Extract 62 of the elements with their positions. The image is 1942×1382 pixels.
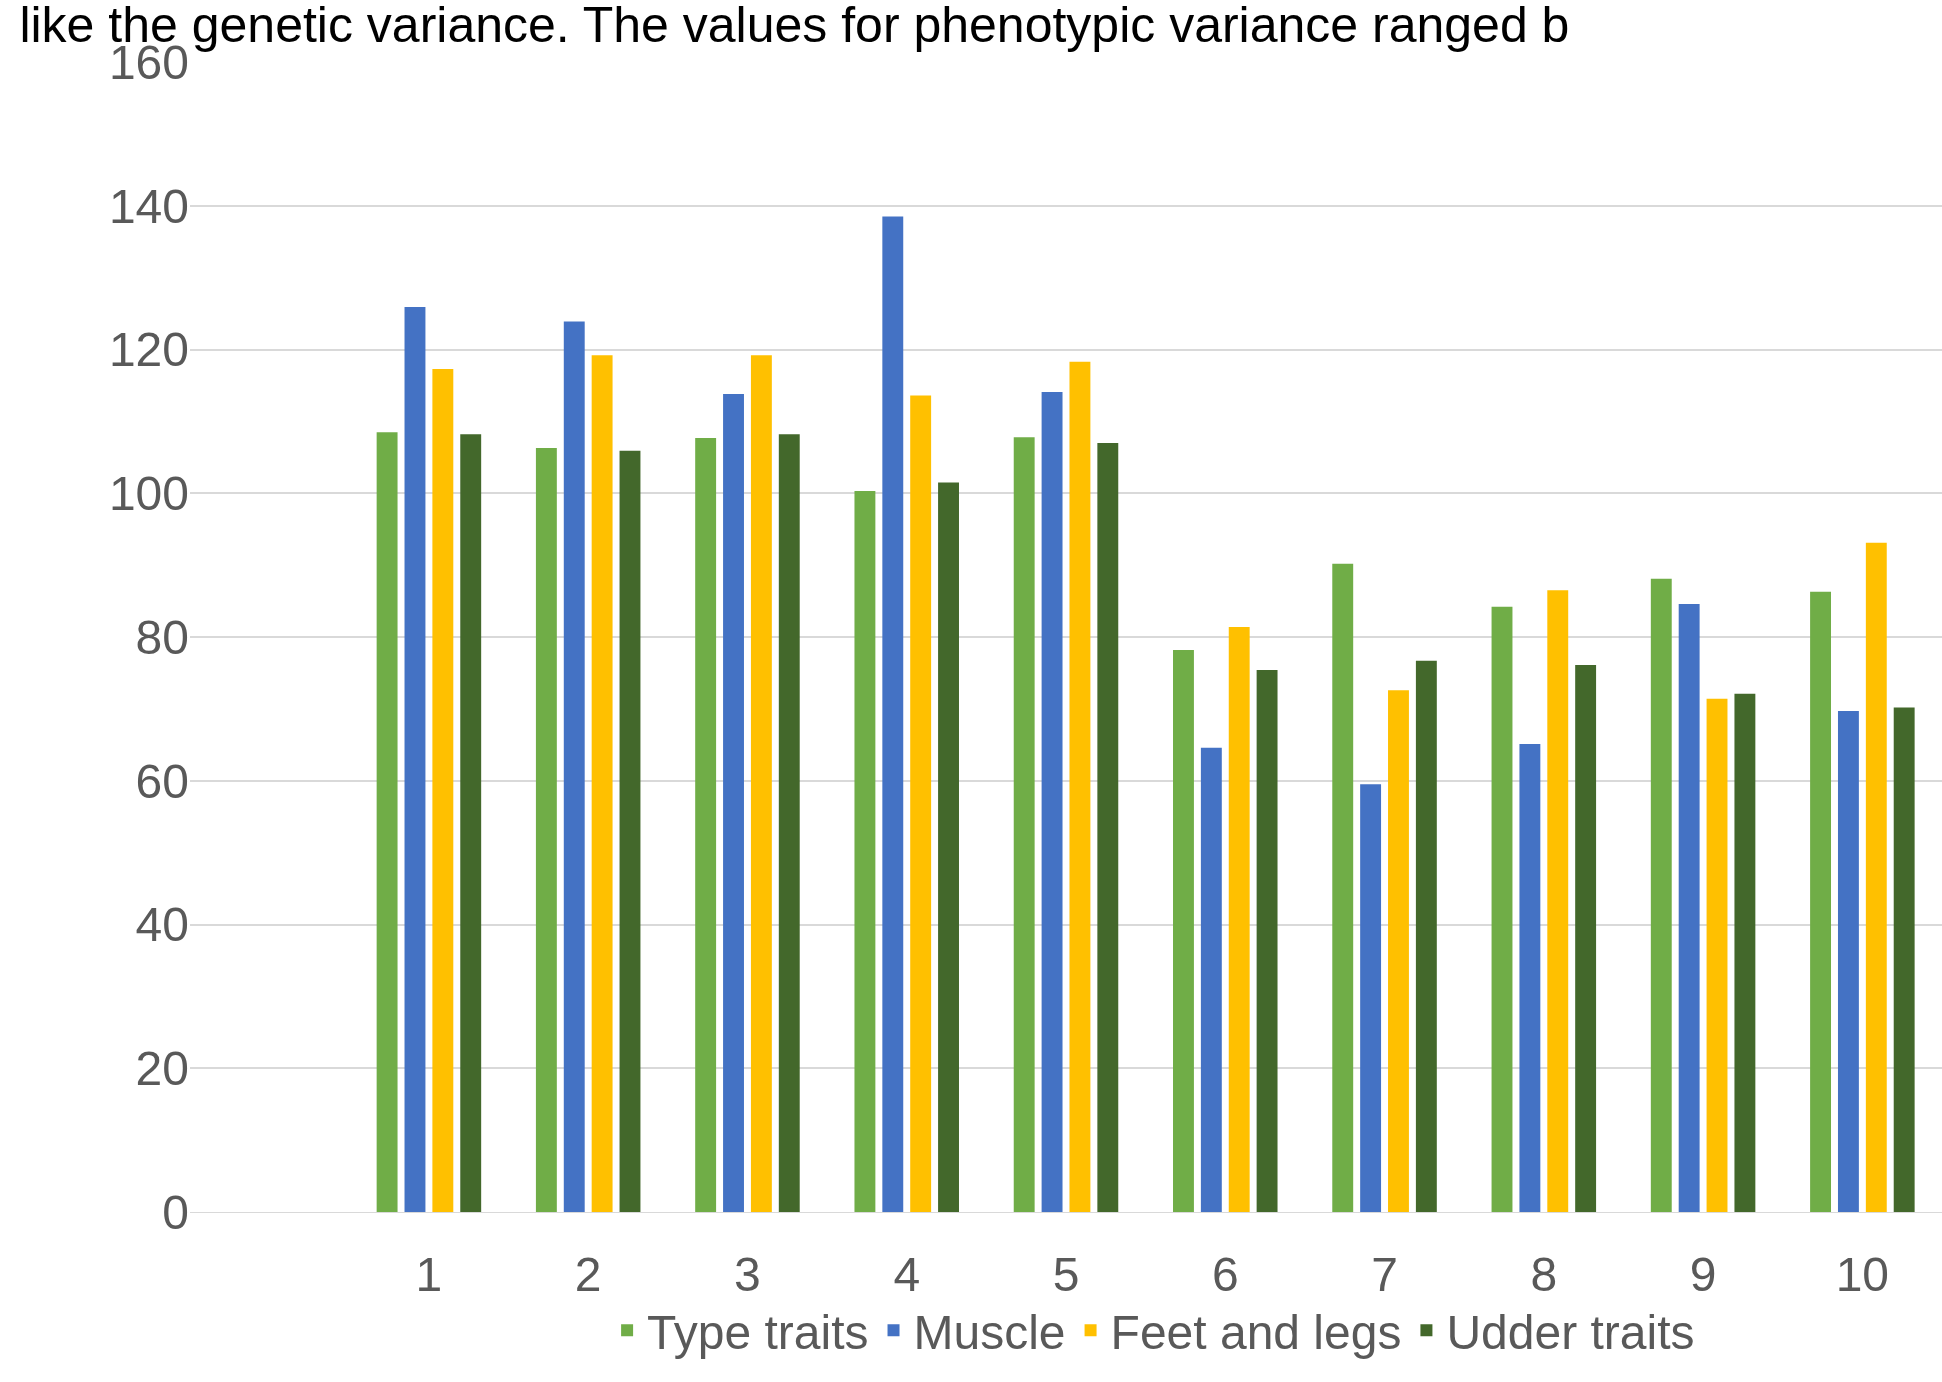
bar — [1893, 707, 1915, 1212]
x-tick-label: 5 — [1052, 1247, 1080, 1301]
y-tick-label: 20 — [135, 1042, 189, 1096]
bar — [882, 216, 904, 1212]
bar — [1097, 442, 1119, 1212]
bar — [910, 395, 932, 1212]
x-tick-label: 6 — [1211, 1247, 1239, 1301]
bar — [938, 482, 959, 1212]
bar — [404, 307, 426, 1212]
bar — [695, 437, 717, 1212]
x-tick-label: 1 — [415, 1247, 443, 1301]
bar — [1547, 590, 1569, 1212]
bar — [723, 394, 744, 1212]
y-tick-label: 100 — [108, 467, 189, 521]
bar — [535, 447, 557, 1212]
bar — [1865, 542, 1887, 1212]
legend-label: Feet and legs — [1110, 1305, 1402, 1359]
bar — [1734, 693, 1756, 1212]
x-tick-label: 3 — [734, 1247, 761, 1301]
bar — [1491, 606, 1513, 1212]
bar — [1041, 391, 1063, 1212]
bar — [1228, 626, 1250, 1212]
bar — [1650, 578, 1672, 1212]
bar — [1575, 665, 1597, 1212]
bar — [1200, 747, 1222, 1212]
legend-label: Muscle — [913, 1305, 1066, 1359]
y-tick-label: 120 — [108, 323, 189, 377]
x-tick-label: 8 — [1530, 1247, 1558, 1301]
bar — [1173, 649, 1194, 1212]
bar — [619, 450, 641, 1212]
bar — [1837, 711, 1859, 1212]
bar — [750, 355, 772, 1212]
x-tick-label: 9 — [1689, 1247, 1717, 1301]
x-tick-label: 4 — [893, 1247, 921, 1301]
x-tick-label: 2 — [574, 1247, 602, 1301]
bar — [854, 491, 876, 1212]
legend-label: Type traits — [647, 1305, 869, 1359]
bar — [376, 432, 398, 1212]
y-tick-label: 140 — [108, 179, 189, 233]
bar — [778, 434, 800, 1212]
bar — [1810, 591, 1832, 1212]
bar — [1706, 698, 1728, 1212]
bar — [1256, 670, 1278, 1212]
bar — [1069, 361, 1091, 1212]
x-tick-label: 10 — [1835, 1247, 1890, 1301]
bar — [1388, 690, 1409, 1212]
y-tick-label: 60 — [135, 754, 189, 808]
bar — [1519, 744, 1541, 1212]
x-tick-label: 7 — [1371, 1247, 1398, 1301]
bar — [432, 368, 454, 1212]
bar — [563, 321, 585, 1212]
bar — [1332, 563, 1354, 1212]
y-tick-label: 0 — [162, 1185, 189, 1239]
bar — [591, 355, 613, 1212]
bar — [1360, 784, 1382, 1212]
bar — [1013, 437, 1035, 1212]
bar — [460, 434, 482, 1212]
bar — [1678, 603, 1700, 1212]
y-tick-label: 40 — [135, 898, 189, 952]
y-tick-label: 80 — [135, 610, 189, 664]
bar — [1415, 660, 1437, 1212]
legend-label: Udder traits — [1446, 1305, 1695, 1359]
